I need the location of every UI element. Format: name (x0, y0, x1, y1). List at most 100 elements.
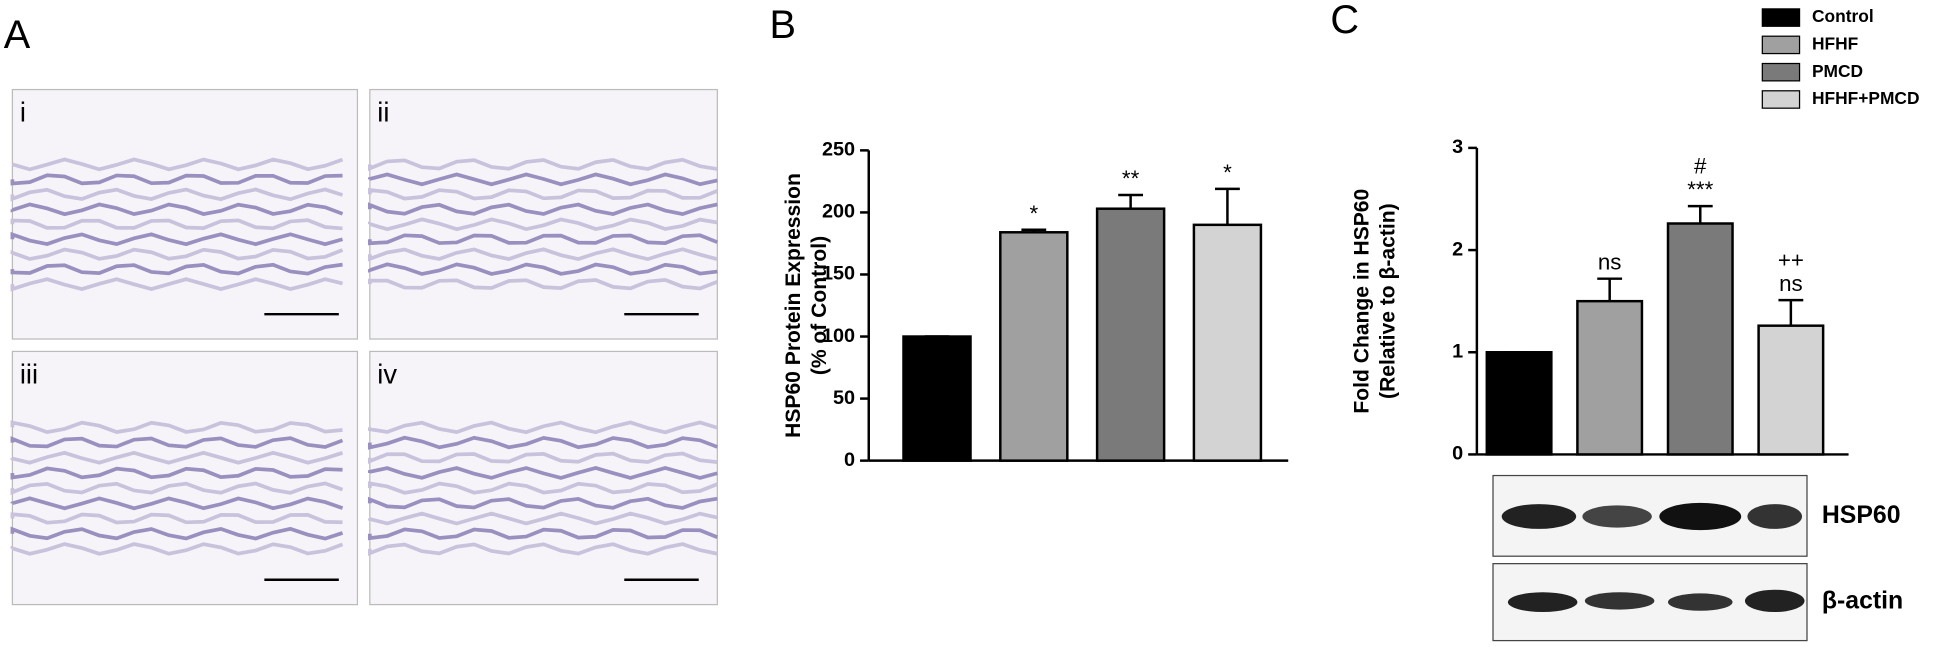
micrograph-label: iv (377, 358, 397, 389)
tissue-fiber (10, 526, 344, 541)
blot-band (1584, 592, 1655, 610)
y-tick-label: 0 (1452, 443, 1463, 465)
blot-band (1659, 502, 1742, 531)
legend-swatch (1761, 35, 1801, 55)
y-tick-label: 150 (822, 263, 855, 285)
panel-letter: C (1330, 0, 1359, 42)
error-bar (1778, 298, 1804, 326)
blot-band (1744, 589, 1805, 613)
bar (1666, 222, 1734, 456)
significance-label: ** (1122, 166, 1140, 191)
significance-label: ++ (1778, 248, 1804, 273)
tissue-fiber (10, 436, 344, 449)
tissue-fiber (367, 527, 719, 541)
tissue-fiber (10, 187, 344, 202)
western-blot: HSP60 β-actin (1492, 474, 1903, 642)
tissue-fiber (367, 466, 718, 480)
tissue-fiber (11, 157, 344, 172)
significance-label: * (1029, 201, 1038, 226)
tissue-fiber (367, 247, 718, 262)
tissue-fiber (367, 496, 718, 510)
tissue-fiber (367, 202, 718, 217)
tissue-fiber (367, 217, 718, 232)
bar (1192, 223, 1263, 462)
tissue-fiber (367, 262, 718, 276)
bar (1757, 324, 1825, 456)
tissue-fiber (367, 481, 719, 495)
y-tick-label: 2 (1452, 238, 1463, 260)
error-bar (1021, 228, 1047, 233)
legend-swatch (1761, 62, 1801, 82)
tissue-fiber (10, 277, 343, 292)
bar (902, 335, 972, 462)
y-tick-label: 250 (822, 139, 855, 161)
error-bar (1597, 277, 1623, 302)
error-bar (1215, 187, 1240, 225)
blot-label: β-actin (1822, 588, 1903, 615)
y-tick-label: 200 (822, 201, 855, 223)
tissue-fiber (10, 173, 343, 186)
tissue-fiber (10, 450, 344, 465)
legend-swatch (1761, 8, 1801, 27)
y-axis-label: Fold Change in HSP60 (1350, 189, 1373, 414)
y-tick-label: 0 (844, 449, 855, 471)
bar (1095, 207, 1166, 462)
y-axis-label: (Relative to β-actin) (1376, 203, 1399, 399)
significance-label: ns (1779, 271, 1803, 296)
tissue-fiber (367, 233, 719, 246)
micrograph (11, 350, 359, 606)
y-tick-label: 50 (833, 387, 855, 409)
tissue-fiber (367, 277, 719, 291)
tissue-fiber (367, 157, 718, 172)
micrograph (369, 350, 718, 606)
micrograph-label: iii (20, 358, 38, 389)
micrograph-label: ii (377, 97, 389, 128)
y-axis-label: (% of Control) (808, 236, 831, 375)
tissue-fiber (367, 511, 718, 526)
tissue-fiber (10, 481, 344, 495)
y-axis-label: HSP60 Protein Expression (782, 173, 805, 438)
panel-letter: B (769, 3, 795, 47)
tissue-fiber (10, 202, 344, 217)
blot-band (1507, 592, 1578, 613)
blot-band (1501, 504, 1577, 529)
y-tick-label: 1 (1452, 341, 1463, 363)
tissue-fiber (367, 435, 719, 450)
panel-letter: A (4, 13, 31, 57)
tissue-fiber (10, 262, 343, 276)
bar (999, 231, 1069, 462)
tissue-fiber (367, 420, 718, 435)
blot-label: HSP60 (1822, 502, 1901, 529)
significance-label: # (1694, 154, 1707, 179)
significance-label: ns (1598, 250, 1622, 275)
error-bar (1687, 204, 1713, 224)
error-bar (1118, 193, 1144, 209)
tissue-fiber (367, 187, 719, 201)
tissue-fiber (367, 451, 718, 464)
micrograph-label: i (20, 97, 26, 128)
tissue-fiber (367, 172, 718, 187)
legend-label: HFHF+PMCD (1812, 88, 1920, 108)
blot-band (1668, 593, 1733, 611)
tissue-fiber (10, 466, 343, 480)
bar (1576, 299, 1644, 456)
legend-label: HFHF (1812, 33, 1858, 53)
significance-label: *** (1687, 177, 1713, 202)
tissue-fiber (10, 496, 344, 511)
tissue-fiber (367, 542, 718, 556)
y-tick-label: 100 (822, 325, 855, 347)
tissue-fiber (10, 420, 343, 435)
blot-band (1582, 505, 1652, 528)
y-tick-label: 3 (1452, 136, 1463, 158)
legend-label: Control (1812, 6, 1874, 26)
tissue-fiber (10, 218, 343, 231)
tissue-fiber (10, 542, 344, 556)
blot-band (1747, 504, 1803, 529)
legend-swatch (1761, 90, 1801, 109)
significance-label: * (1223, 160, 1232, 185)
bar (1485, 351, 1553, 456)
tissue-fiber (10, 247, 344, 261)
legend-label: PMCD (1812, 61, 1863, 81)
